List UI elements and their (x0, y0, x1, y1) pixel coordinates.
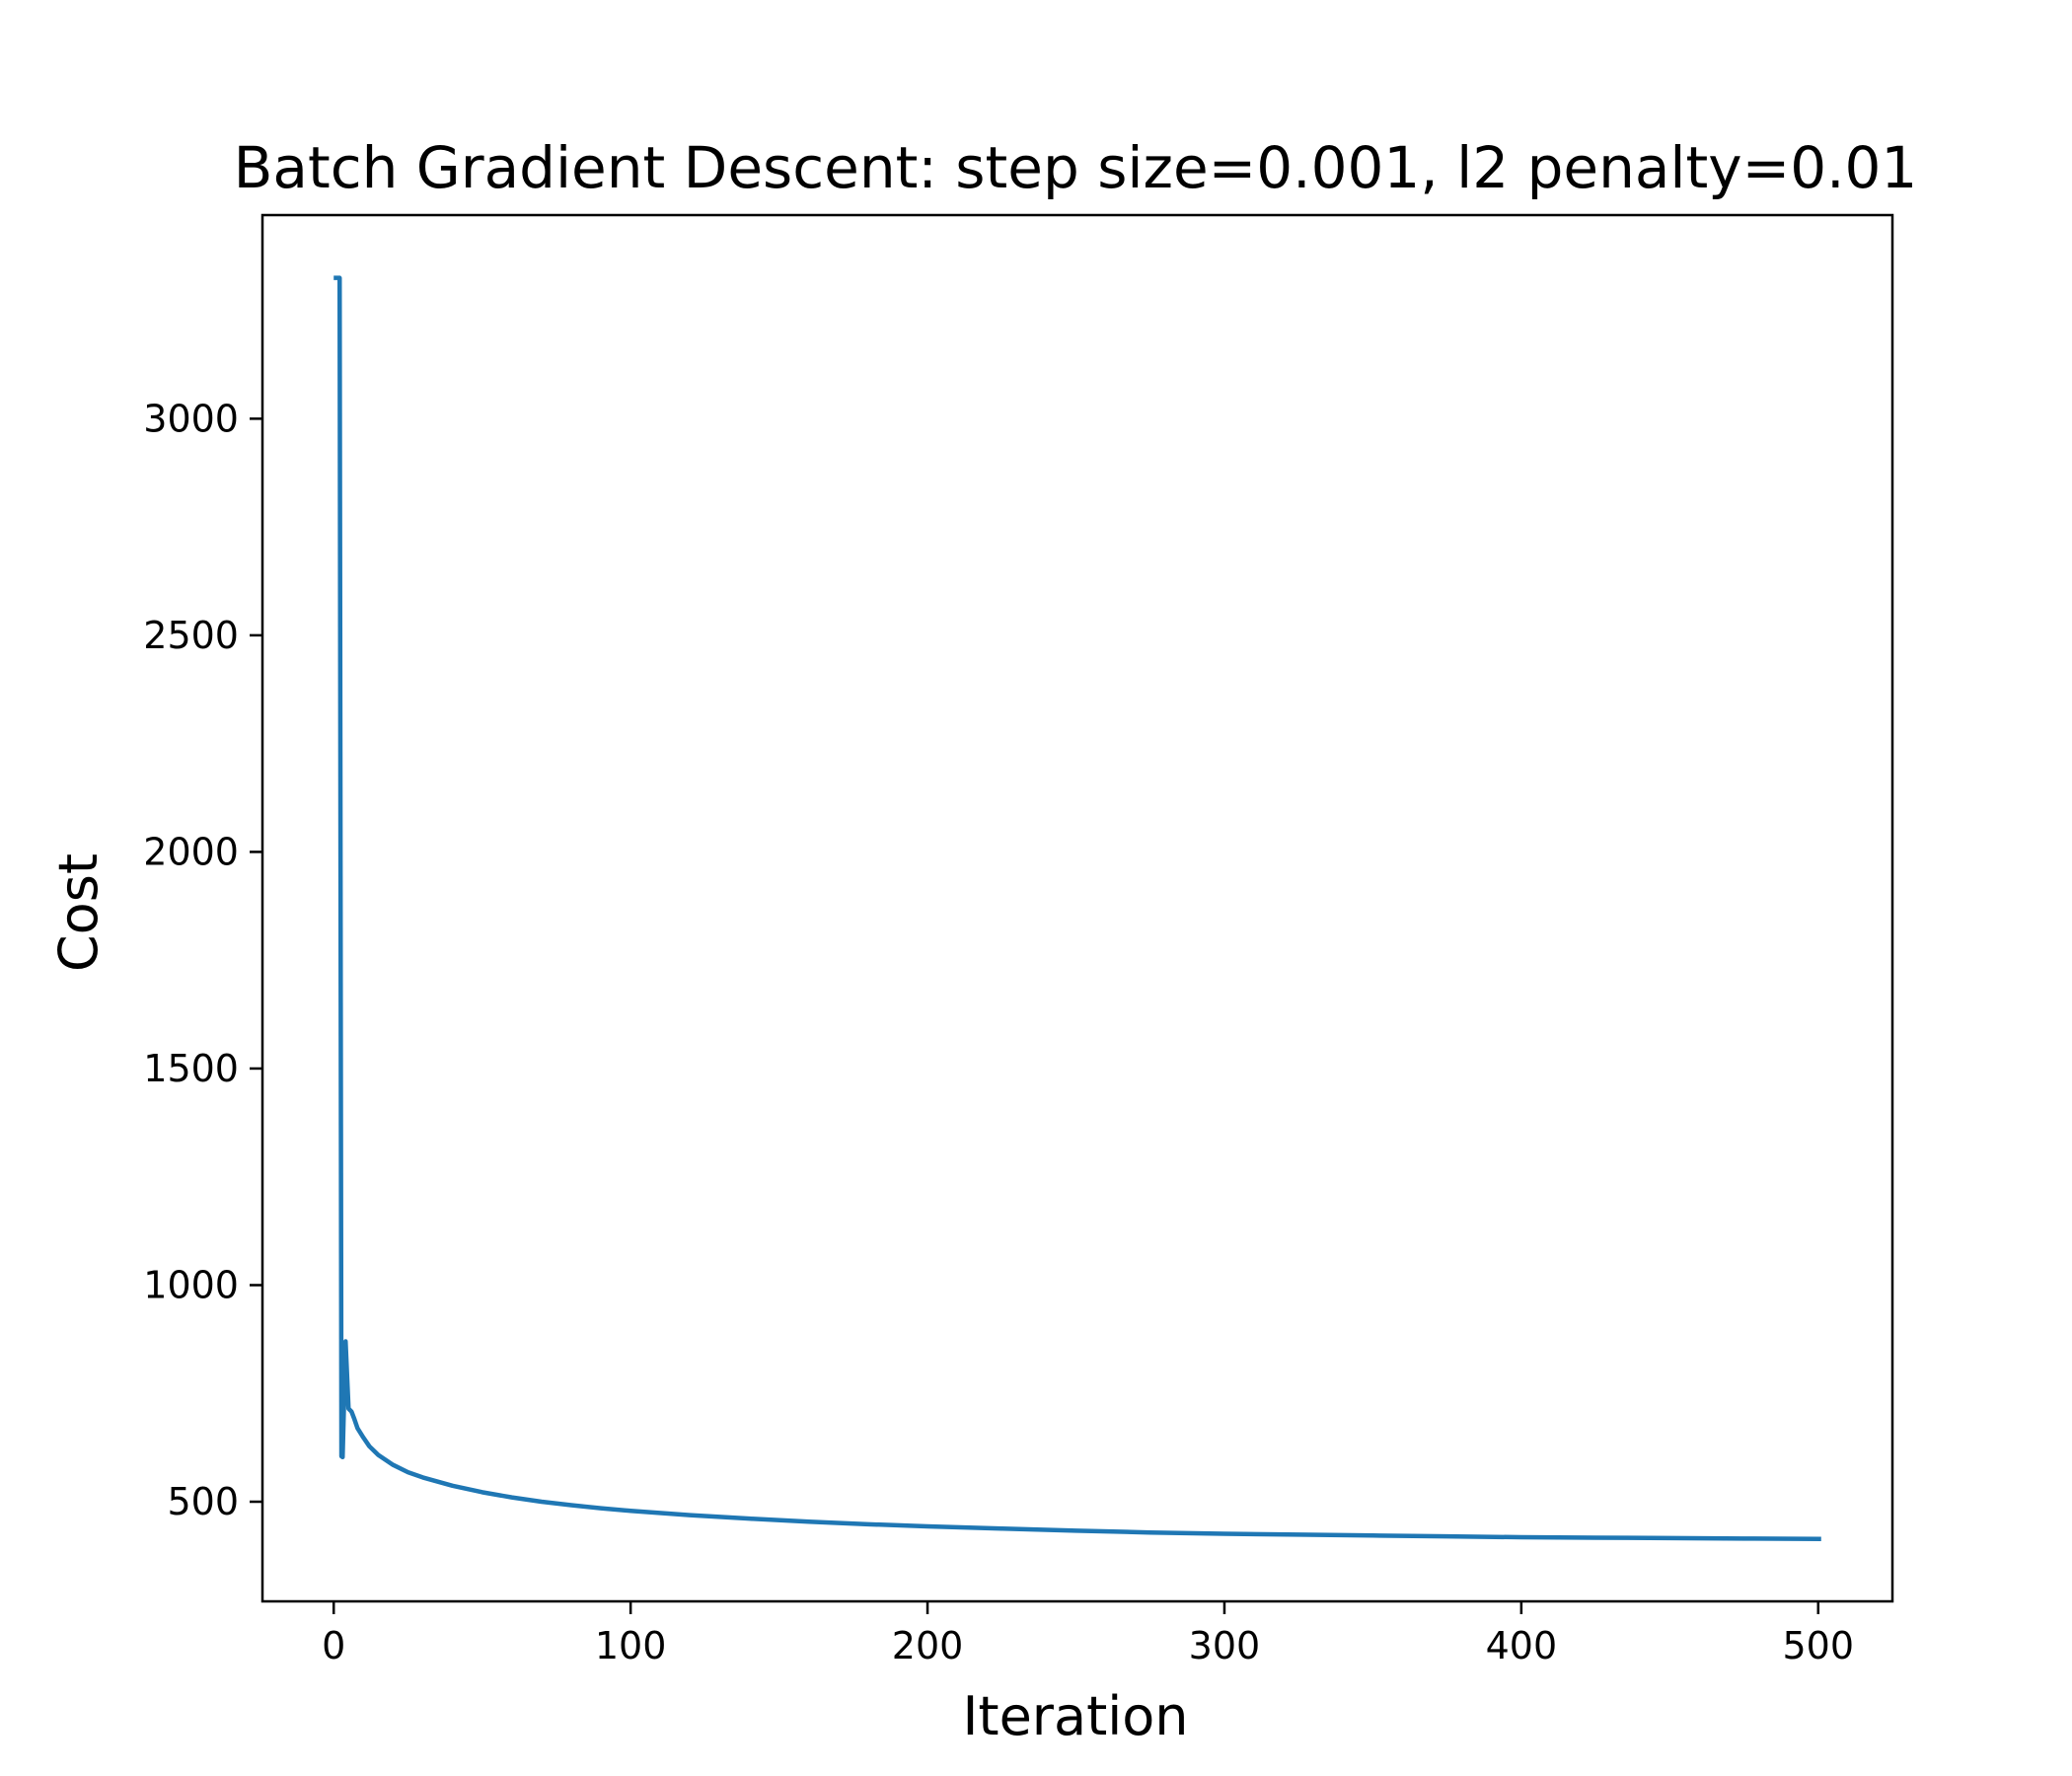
x-tick-label: 300 (1189, 1624, 1261, 1667)
x-tick-label: 100 (595, 1624, 667, 1667)
y-tick-label: 1000 (143, 1263, 239, 1306)
plot-area (333, 275, 1821, 1542)
y-axis-label: Cost (47, 853, 110, 972)
y-tick-label: 1500 (143, 1047, 239, 1090)
x-tick-label: 200 (892, 1624, 964, 1667)
cost-series-line (333, 275, 1821, 1542)
x-tick-label: 500 (1783, 1624, 1855, 1667)
y-tick-label: 500 (167, 1480, 239, 1523)
x-tick-label: 400 (1486, 1624, 1558, 1667)
y-tick-label: 2000 (143, 830, 239, 873)
chart-title: Batch Gradient Descent: step size=0.001,… (234, 134, 1918, 201)
y-tick-label: 2500 (143, 614, 239, 657)
x-axis-label: Iteration (962, 1685, 1188, 1747)
axis-ticks: 0 100 200 300 400 500 500 1000 1500 2000 2500 3000 (143, 397, 1854, 1667)
x-tick-label: 0 (322, 1624, 345, 1667)
plot-frame (260, 213, 1894, 1603)
y-tick-label: 3000 (143, 397, 239, 440)
